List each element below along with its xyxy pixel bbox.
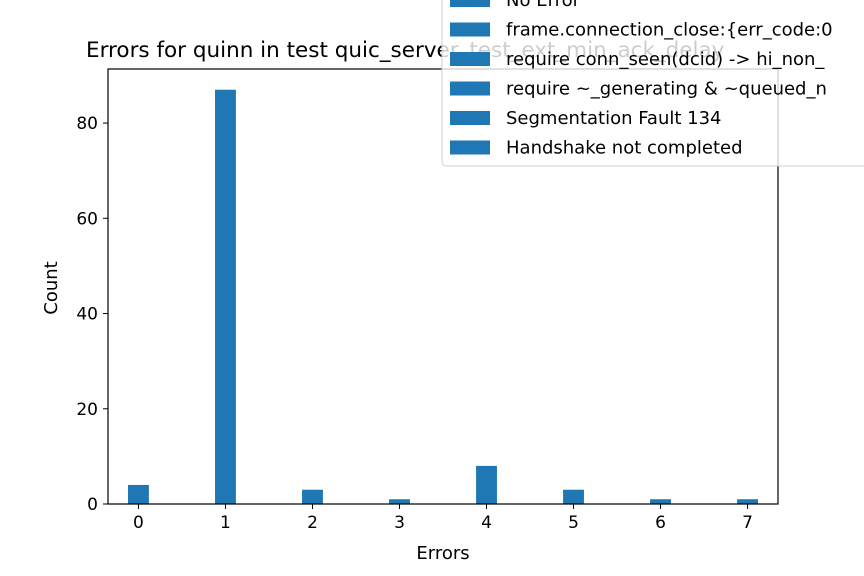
legend-entry-label: frame.connection_close:{err_code:0 [506,20,833,41]
legend-entry-label: No Error [506,0,581,11]
legend-box [441,0,864,167]
legend-entry-label: Segmentation Fault 134 [506,108,722,129]
x-tick-label: 2 [307,513,318,533]
bar-3 [389,499,410,504]
y-tick-label: 80 [76,114,98,134]
x-axis-ticks: 0 1 2 3 4 5 6 7 [133,504,753,533]
bars-group [128,89,758,504]
x-tick-label: 7 [742,513,753,533]
bar-0 [128,484,149,504]
y-tick-label: 0 [87,495,98,515]
bar-1 [215,89,236,504]
legend-swatch [450,81,490,96]
bar-6 [650,499,671,504]
legend-entries: No Error frame.connection_close:{err_code… [450,0,833,159]
bar-2 [302,489,323,504]
legend-swatch [450,22,490,37]
bar-4 [476,465,497,504]
legend: No Error frame.connection_close:{err_code… [441,0,864,167]
y-tick-label: 20 [76,400,98,420]
x-tick-label: 3 [394,513,405,533]
x-tick-label: 4 [481,513,492,533]
y-axis-label: Count [41,261,62,314]
legend-swatch [450,52,490,66]
legend-swatch [450,0,490,7]
legend-entry-label: require conn_seen(dcid) -> hi_non_ [506,49,825,70]
x-tick-label: 1 [220,513,231,533]
x-axis-label: Errors [416,543,469,564]
y-axis-ticks: 0 20 40 60 80 [76,114,108,515]
y-tick-label: 60 [76,209,98,229]
legend-entry-label: Handshake not completed [506,138,743,159]
legend-swatch [450,111,490,125]
bar-7 [737,499,758,504]
bar-5 [563,489,584,504]
legend-swatch [450,140,490,155]
y-tick-label: 40 [76,305,98,325]
legend-entry-label: require ~_generating & ~queued_n [506,79,827,100]
x-tick-label: 6 [655,513,666,533]
x-tick-label: 5 [568,513,579,533]
x-tick-label: 0 [133,513,144,533]
